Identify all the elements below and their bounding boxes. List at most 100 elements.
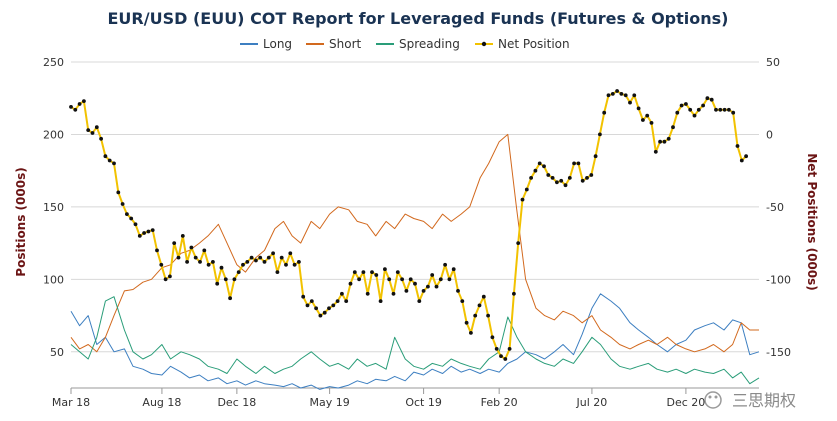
data-point-net-position — [258, 255, 263, 260]
data-point-net-position — [241, 262, 245, 267]
data-point-net-position — [314, 306, 318, 311]
data-point-net-position — [499, 354, 503, 358]
legend-item-spreading: Spreading — [376, 37, 460, 51]
data-point-net-position — [619, 92, 624, 96]
data-point-net-position — [404, 289, 409, 293]
data-point-net-position — [567, 176, 572, 180]
series-group — [69, 89, 760, 390]
data-point-net-position — [636, 106, 641, 111]
left-tick-label: 100 — [43, 273, 64, 286]
data-point-net-position — [589, 173, 594, 177]
data-point-net-position — [580, 178, 585, 183]
data-point-net-position — [524, 187, 529, 192]
data-point-net-position — [593, 154, 598, 159]
data-point-net-position — [73, 107, 78, 112]
data-point-net-position — [576, 161, 581, 166]
data-point-net-position — [438, 277, 443, 282]
data-point-net-position — [163, 277, 168, 282]
data-point-net-position — [284, 262, 288, 267]
data-point-net-position — [99, 136, 103, 141]
series-line-long — [70, 293, 760, 390]
left-axis: 50 100 150 200 250 — [43, 56, 64, 359]
data-point-net-position — [662, 139, 667, 144]
data-point-net-position — [705, 96, 710, 101]
data-point-net-position — [146, 229, 151, 234]
data-point-net-position — [374, 273, 379, 277]
data-point-net-position — [86, 128, 91, 133]
data-point-net-position — [559, 178, 564, 183]
data-point-net-position — [275, 270, 280, 274]
data-point-net-position — [245, 260, 250, 264]
data-point-net-position — [653, 149, 658, 154]
data-point-net-position — [426, 284, 430, 289]
data-point-net-position — [305, 303, 310, 308]
right-axis-title: Net Positions (000s) — [805, 153, 819, 291]
data-point-net-position — [383, 267, 387, 272]
right-tick-label: -50 — [766, 201, 784, 214]
series-line-spreading — [70, 296, 760, 385]
data-point-net-position — [537, 161, 542, 166]
data-point-net-position — [623, 93, 628, 98]
data-point-net-position — [641, 118, 645, 122]
data-point-net-position — [555, 180, 559, 185]
data-point-net-position — [292, 262, 297, 267]
data-point-net-position — [116, 190, 121, 195]
data-point-net-position — [318, 313, 323, 318]
x-tick-label: Dec 20 — [667, 396, 706, 409]
data-point-net-position — [679, 103, 684, 108]
data-point-net-position — [219, 265, 224, 270]
data-point-net-position — [615, 89, 619, 93]
data-point-net-position — [602, 110, 607, 115]
x-tick-label: Jul 20 — [576, 396, 608, 409]
data-point-net-position — [658, 139, 662, 144]
data-point-net-position — [486, 313, 490, 318]
data-point-net-position — [456, 289, 460, 293]
data-point-net-position — [671, 125, 675, 130]
data-point-net-position — [176, 255, 181, 260]
data-point-net-position — [563, 183, 568, 188]
data-point-net-position — [391, 291, 396, 296]
data-point-net-position — [137, 234, 142, 238]
x-tick-label: Aug 18 — [142, 396, 181, 409]
data-point-net-position — [421, 289, 426, 293]
data-point-net-position — [443, 262, 447, 267]
data-point-net-position — [361, 270, 366, 274]
data-point-net-position — [77, 102, 82, 106]
data-point-net-position — [684, 102, 688, 106]
data-point-net-position — [494, 347, 499, 351]
data-point-net-position — [430, 273, 435, 277]
data-point-net-position — [142, 231, 147, 235]
data-point-net-position — [688, 107, 693, 112]
data-point-net-position — [460, 299, 465, 303]
data-point-net-position — [236, 270, 241, 274]
data-point-net-position — [387, 277, 392, 282]
data-point-net-position — [211, 260, 215, 264]
data-point-net-position — [469, 331, 473, 335]
left-tick-label: 200 — [43, 128, 64, 141]
data-point-net-position — [529, 176, 533, 180]
data-point-net-position — [714, 107, 718, 112]
data-point-net-position — [572, 161, 576, 166]
right-tick-label: 0 — [766, 128, 773, 141]
grid — [71, 61, 759, 353]
data-point-net-position — [344, 299, 349, 303]
data-point-net-position — [546, 173, 551, 177]
data-point-net-position — [464, 320, 469, 325]
data-point-net-position — [731, 110, 736, 115]
data-point-net-position — [585, 176, 589, 180]
legend-item-long: Long — [240, 37, 292, 51]
data-point-net-position — [103, 154, 108, 159]
x-tick-label: Feb 20 — [481, 396, 518, 409]
data-point-net-position — [408, 277, 413, 282]
legend-item-short: Short — [306, 37, 361, 51]
data-point-net-position — [645, 113, 650, 118]
data-point-net-position — [301, 294, 306, 299]
data-point-net-position — [739, 158, 744, 163]
data-point-net-position — [666, 136, 671, 141]
data-point-net-position — [701, 103, 705, 108]
data-point-net-position — [198, 260, 202, 264]
data-point-net-position — [357, 277, 361, 282]
data-point-net-position — [185, 260, 190, 264]
